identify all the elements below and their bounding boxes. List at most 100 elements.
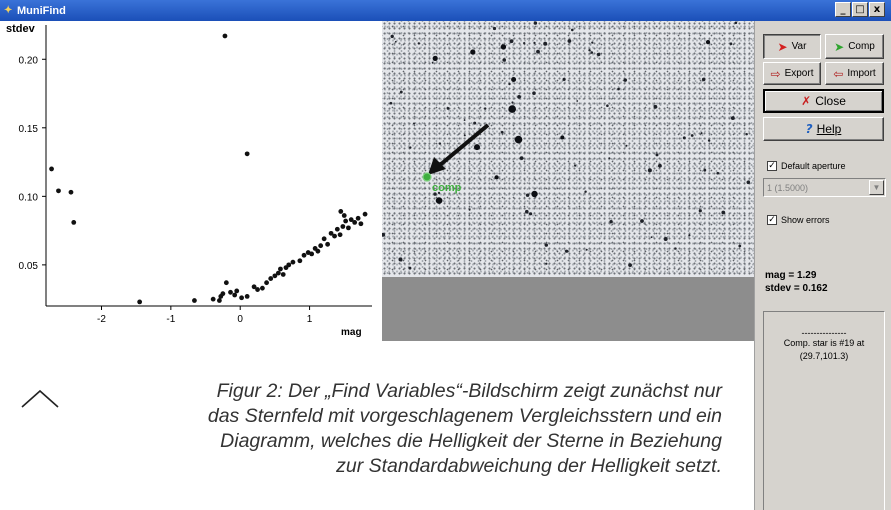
star <box>389 101 393 105</box>
data-point <box>56 188 61 194</box>
show-errors-checkbox[interactable]: ✓ Show errors <box>767 215 830 225</box>
window-title: MuniFind <box>17 4 66 17</box>
x-tick-label: 0 <box>237 314 243 325</box>
data-point <box>264 280 269 286</box>
info-box: --------------- Comp. star is #19 at (29… <box>763 311 885 510</box>
caption-area: Figur 2: Der „Find Variables“-Bildschirm… <box>0 341 754 510</box>
comp-star-marker[interactable] <box>422 172 432 182</box>
chevron-down-icon[interactable]: ▼ <box>869 180 884 195</box>
star <box>525 193 530 197</box>
star <box>533 41 536 44</box>
star <box>509 39 514 44</box>
data-point <box>234 288 240 294</box>
star <box>517 95 521 99</box>
star <box>398 257 403 262</box>
show-errors-label: Show errors <box>781 215 830 225</box>
data-point <box>260 285 265 291</box>
caption-line-1: Figur 2: Der „Find Variables“-Bildschirm… <box>216 380 722 402</box>
star <box>567 39 572 43</box>
star <box>382 232 386 237</box>
green-cursor-icon: ➤ <box>834 39 845 54</box>
pointer-arrow <box>438 123 490 167</box>
pointer-arrowhead <box>428 157 446 175</box>
star <box>473 121 477 125</box>
figure-caption: Figur 2: Der „Find Variables“-Bildschirm… <box>70 379 722 479</box>
data-point <box>362 211 368 217</box>
star <box>394 40 397 43</box>
data-point <box>341 213 347 218</box>
import-button[interactable]: ⇦ Import <box>825 62 884 85</box>
star <box>585 248 588 251</box>
star <box>417 42 420 45</box>
image-empty-area <box>382 277 754 341</box>
star-field-image[interactable]: comp <box>382 21 754 277</box>
star <box>628 263 632 267</box>
star <box>500 44 507 50</box>
star <box>658 163 662 168</box>
aperture-select[interactable]: 1 (1.5000) ▼ <box>763 178 886 197</box>
import-icon: ⇦ <box>833 66 844 81</box>
data-point <box>332 233 337 239</box>
default-aperture-checkmark[interactable]: ✓ <box>767 161 777 171</box>
star <box>533 21 538 25</box>
star <box>606 104 609 107</box>
star <box>701 77 706 82</box>
data-point <box>49 166 54 172</box>
mag-readout: mag = 1.29 <box>765 270 817 281</box>
data-point <box>68 189 74 195</box>
x-tick-label: -2 <box>97 314 106 325</box>
star <box>608 157 611 160</box>
data-point <box>358 221 364 227</box>
star <box>508 105 516 113</box>
x-tick-label: 1 <box>307 314 313 325</box>
data-point <box>301 252 307 258</box>
star <box>730 116 735 120</box>
star <box>474 144 480 151</box>
data-point <box>278 266 283 272</box>
data-point <box>343 218 349 224</box>
star <box>523 42 526 45</box>
data-point <box>217 298 222 303</box>
data-point <box>297 258 303 264</box>
scatter-plot-panel[interactable]: 0.05 0.10 0.15 0.20 -2 -1 0 1 stdev mag <box>0 21 382 341</box>
star-field-panel[interactable]: comp <box>382 21 754 341</box>
star <box>544 243 548 247</box>
var-button[interactable]: ➤ Var <box>763 34 821 59</box>
star <box>640 219 644 223</box>
star <box>531 190 538 198</box>
star <box>413 122 415 125</box>
star <box>536 49 540 54</box>
data-point <box>355 215 361 221</box>
star <box>433 192 437 196</box>
help-button[interactable]: ? Help <box>763 117 884 141</box>
show-errors-checkmark[interactable]: ✓ <box>767 215 777 225</box>
star <box>562 77 566 81</box>
star <box>746 180 751 185</box>
data-point <box>309 251 315 257</box>
star <box>571 28 574 32</box>
close-button[interactable]: ✗ Close <box>763 89 884 113</box>
maximize-button[interactable]: □ <box>852 2 868 17</box>
data-point <box>352 219 358 225</box>
star <box>716 171 720 175</box>
data-point <box>337 232 343 238</box>
close-window-button[interactable]: x <box>869 2 885 17</box>
comp-button[interactable]: ➤ Comp <box>825 34 884 59</box>
star <box>625 144 628 147</box>
data-point <box>239 295 245 301</box>
star <box>591 41 594 44</box>
minimize-button[interactable]: _ <box>835 2 851 17</box>
star <box>590 51 594 54</box>
data-point <box>255 287 260 292</box>
stdev-readout: stdev = 0.162 <box>765 283 828 294</box>
x-tick-label: -1 <box>166 314 175 325</box>
data-point <box>286 262 292 268</box>
export-button[interactable]: ⇨ Export <box>763 62 821 85</box>
y-axis-label: stdev <box>6 23 35 35</box>
star <box>729 42 733 45</box>
star <box>470 49 476 55</box>
default-aperture-checkbox[interactable]: ✓ Default aperture <box>767 161 846 171</box>
title-bar: ✦ MuniFind _ □ x <box>0 0 891 21</box>
scatter-plot[interactable]: 0.05 0.10 0.15 0.20 -2 -1 0 1 <box>0 21 382 341</box>
star <box>545 262 548 265</box>
